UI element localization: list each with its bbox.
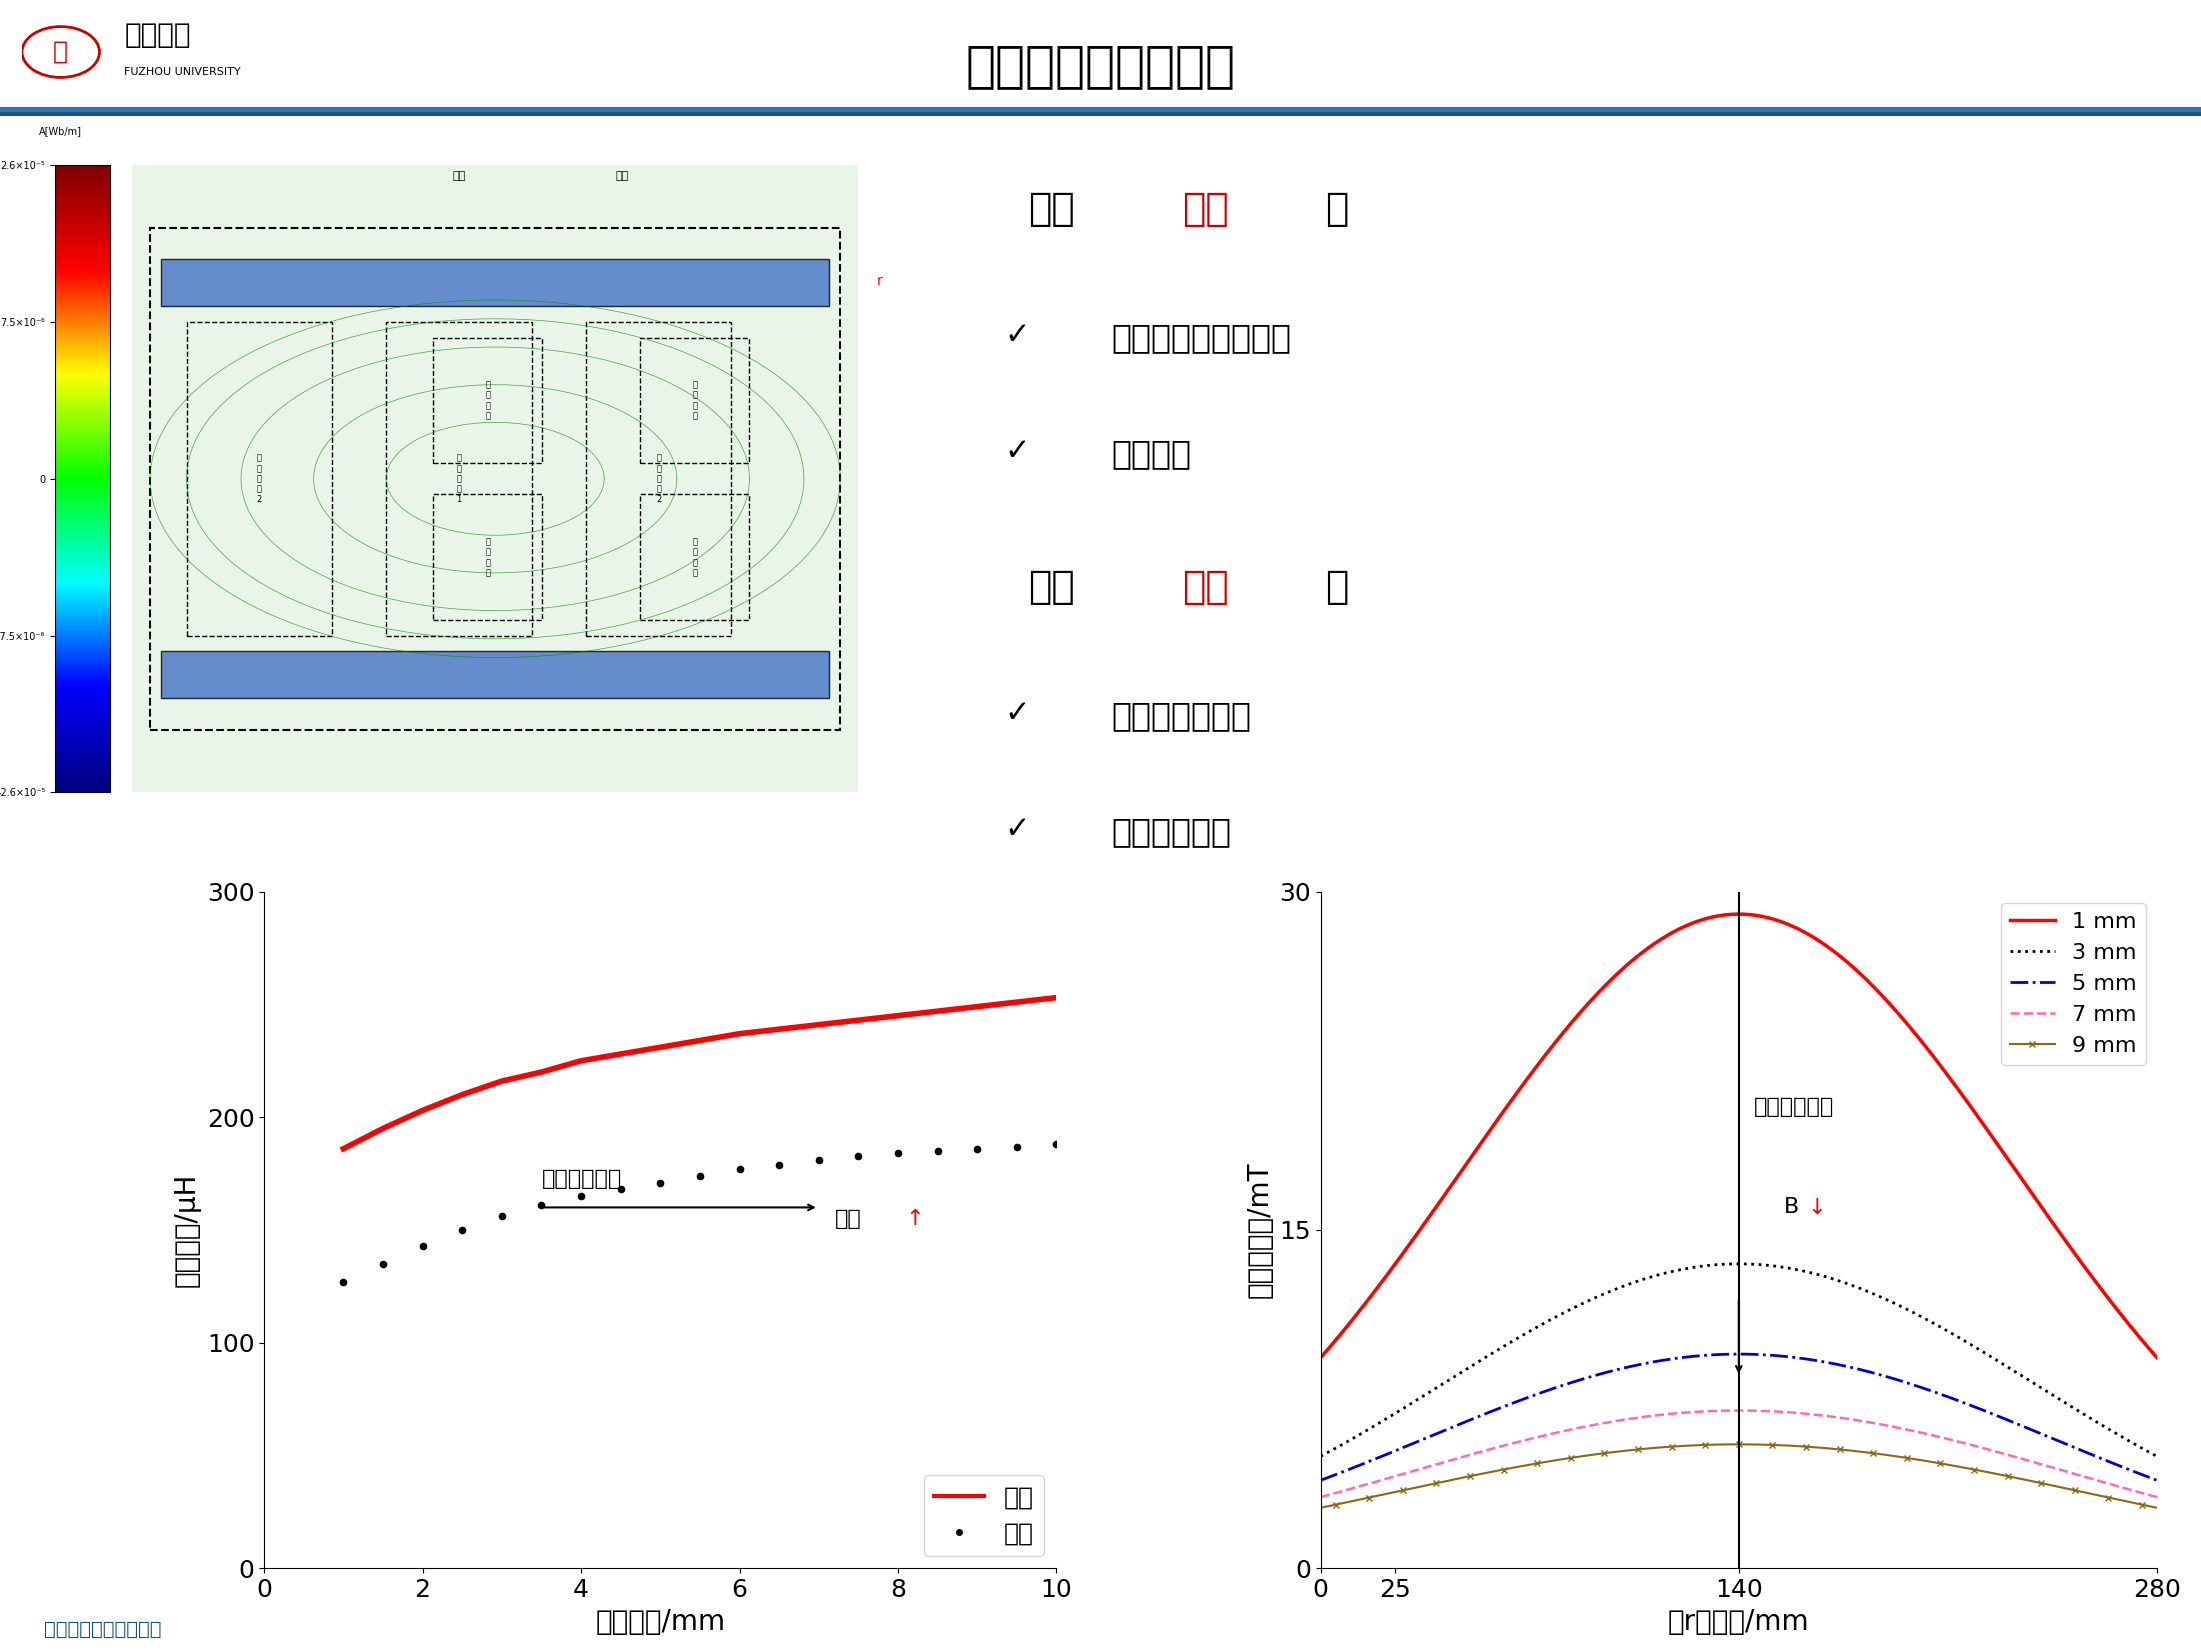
Bar bbox=[0, 107, 2201, 112]
FancyBboxPatch shape bbox=[161, 259, 830, 307]
Y-axis label: 线圈感量/μH: 线圈感量/μH bbox=[174, 1172, 200, 1288]
Text: ↓: ↓ bbox=[1807, 1197, 1827, 1217]
Text: 提高耦合系数和感量: 提高耦合系数和感量 bbox=[1112, 320, 1292, 353]
Text: 《电工技术学报》发布: 《电工技术学报》发布 bbox=[44, 1620, 161, 1638]
Text: 自
耦
合
区: 自 耦 合 区 bbox=[693, 537, 698, 578]
Text: 福: 福 bbox=[53, 40, 68, 64]
Text: ✓: ✓ bbox=[1004, 320, 1030, 350]
Text: 磁芯厚度增加: 磁芯厚度增加 bbox=[1754, 1098, 1833, 1118]
Text: 磁芯厚度增加: 磁芯厚度增加 bbox=[541, 1169, 621, 1189]
Text: ：: ： bbox=[1325, 568, 1349, 606]
Legend: 1 mm, 3 mm, 5 mm, 7 mm, 9 mm: 1 mm, 3 mm, 5 mm, 7 mm, 9 mm bbox=[2001, 903, 2146, 1065]
Text: 感量: 感量 bbox=[834, 1209, 861, 1228]
Text: ：: ： bbox=[1325, 190, 1349, 228]
Text: ✓: ✓ bbox=[1004, 816, 1030, 844]
Text: 增加系统的重量: 增加系统的重量 bbox=[1112, 698, 1250, 731]
X-axis label: 磁芯厚度/mm: 磁芯厚度/mm bbox=[594, 1608, 726, 1636]
Text: 磁芯厚度的影响分析: 磁芯厚度的影响分析 bbox=[966, 41, 1235, 91]
X-axis label: 沿r轴方向/mm: 沿r轴方向/mm bbox=[1668, 1608, 1809, 1636]
Text: ✓: ✓ bbox=[1004, 698, 1030, 728]
Text: 磁芯: 磁芯 bbox=[1028, 190, 1074, 228]
Text: 自
耦
合
区: 自 耦 合 区 bbox=[486, 537, 491, 578]
Y-axis label: 磁感应强度/mT: 磁感应强度/mT bbox=[1246, 1162, 1274, 1298]
Text: 带来磁芯损耗: 带来磁芯损耗 bbox=[1112, 816, 1230, 849]
Legend: 自感, 互感: 自感, 互感 bbox=[924, 1476, 1043, 1555]
Text: 磁芯: 磁芯 bbox=[616, 170, 629, 182]
Text: 磁场屏蔽: 磁场屏蔽 bbox=[1112, 438, 1191, 471]
Text: 福州大学: 福州大学 bbox=[123, 21, 191, 48]
Text: 互
耦
合
区
2: 互 耦 合 区 2 bbox=[656, 454, 660, 504]
Text: ✓: ✓ bbox=[1004, 438, 1030, 466]
Text: 互
耦
合
区
1: 互 耦 合 区 1 bbox=[456, 454, 462, 504]
Text: 缺点: 缺点 bbox=[1182, 568, 1228, 606]
Text: A[Wb/m]: A[Wb/m] bbox=[40, 125, 81, 135]
Text: 互
耦
合
区
2: 互 耦 合 区 2 bbox=[258, 454, 262, 504]
Text: 优点: 优点 bbox=[1182, 190, 1228, 228]
Text: r: r bbox=[876, 274, 883, 289]
Text: 线圈: 线圈 bbox=[451, 170, 467, 182]
Text: 自
耦
合
区: 自 耦 合 区 bbox=[693, 380, 698, 421]
FancyBboxPatch shape bbox=[161, 652, 830, 698]
Bar bbox=[0, 112, 2201, 116]
Text: 磁芯: 磁芯 bbox=[1028, 568, 1074, 606]
Text: FUZHOU UNIVERSITY: FUZHOU UNIVERSITY bbox=[123, 66, 240, 76]
Text: B: B bbox=[1783, 1197, 1798, 1217]
Text: 自
耦
合
区: 自 耦 合 区 bbox=[486, 380, 491, 421]
Text: ↑: ↑ bbox=[907, 1209, 924, 1228]
